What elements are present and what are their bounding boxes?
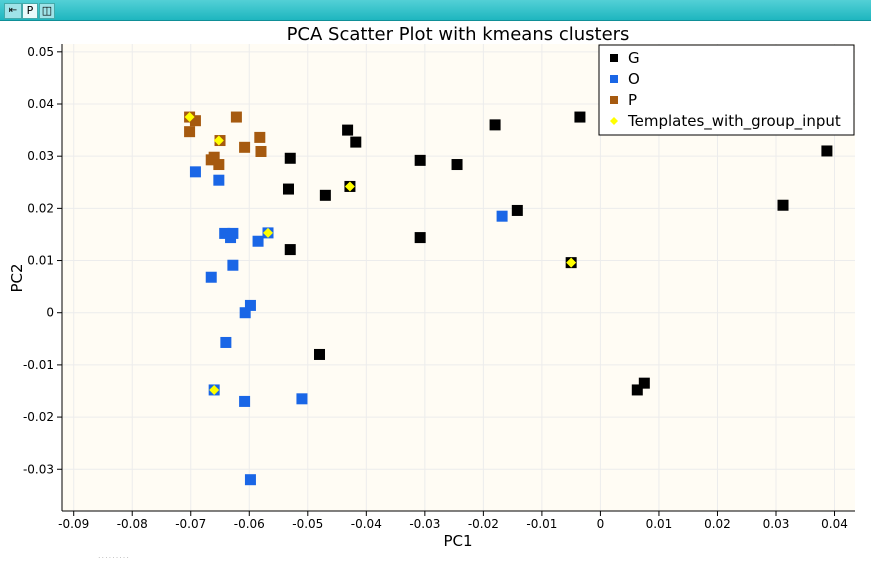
legend-marker	[610, 54, 618, 62]
y-tick-label: -0.01	[23, 358, 54, 372]
data-point	[244, 474, 256, 486]
data-point	[414, 154, 426, 166]
data-point	[213, 159, 225, 171]
data-point	[239, 395, 251, 407]
data-point	[414, 232, 426, 244]
legend-label: P	[628, 91, 637, 109]
x-tick-label: -0.07	[175, 517, 206, 531]
data-point	[496, 210, 508, 222]
data-point	[511, 204, 523, 216]
legend-marker	[610, 96, 618, 104]
data-point	[208, 151, 220, 163]
x-tick-label: -0.01	[526, 517, 557, 531]
legend-label: O	[628, 70, 640, 88]
y-tick-label: -0.02	[23, 410, 54, 424]
x-axis-label: PC1	[443, 532, 472, 550]
split-view-button[interactable]: ◫	[39, 3, 55, 19]
data-point	[777, 199, 789, 211]
x-tick-label: -0.03	[409, 517, 440, 531]
x-tick-label: -0.09	[58, 517, 89, 531]
x-tick-label: -0.06	[234, 517, 265, 531]
data-point	[184, 126, 196, 138]
y-axis-label: PC2	[8, 263, 26, 292]
legend-label: G	[628, 49, 640, 67]
legend-marker	[610, 117, 618, 125]
window-toolbar: ⇤ P ◫	[0, 0, 871, 21]
legend-box	[598, 44, 855, 136]
y-tick-label: 0.01	[27, 254, 54, 268]
data-point	[252, 235, 264, 247]
y-tick-label: 0.05	[27, 45, 54, 59]
y-tick-label: 0.03	[27, 149, 54, 163]
legend[interactable]: GOP Templates_with_group_input	[598, 44, 855, 136]
data-point	[638, 377, 650, 389]
data-point	[350, 136, 362, 148]
data-point	[342, 124, 354, 136]
data-point	[227, 259, 239, 271]
split-view-icon: ◫	[41, 4, 53, 17]
x-tick-label: 0.01	[646, 517, 673, 531]
data-point	[244, 299, 256, 311]
data-point	[451, 159, 463, 171]
resize-handle[interactable]: .........	[98, 551, 130, 560]
data-point	[314, 348, 326, 360]
data-point	[284, 152, 296, 164]
x-tick-label: 0.04	[821, 517, 848, 531]
data-point	[296, 393, 308, 405]
x-tick-label: 0.03	[763, 517, 790, 531]
template-point	[209, 384, 220, 395]
x-tick-label: 0.02	[704, 517, 731, 531]
y-tick-label: -0.03	[23, 462, 54, 476]
data-point	[631, 384, 643, 396]
tab-p[interactable]: P	[22, 3, 38, 19]
data-point	[227, 227, 239, 239]
x-tick-label: 0	[597, 517, 605, 531]
data-point	[220, 336, 232, 348]
template-point	[213, 135, 224, 146]
data-point	[189, 166, 201, 178]
data-point	[219, 227, 231, 239]
data-point	[254, 131, 266, 143]
data-point	[205, 271, 217, 283]
y-tick-label: 0.02	[27, 201, 54, 215]
back-button[interactable]: ⇤	[4, 3, 22, 19]
data-point	[821, 145, 833, 157]
template-point	[263, 227, 274, 238]
x-tick-label: -0.05	[292, 517, 323, 531]
scatter-chart: -0.09 -0.08 -0.07 -0.06 -0.05 -0.04 -0.03 -0.02…	[8, 24, 855, 550]
data-point	[574, 111, 586, 123]
template-point	[344, 181, 355, 192]
data-point	[489, 119, 501, 131]
data-point	[230, 111, 242, 123]
x-tick-label: -0.02	[468, 517, 499, 531]
y-tick-label: 0.04	[27, 97, 54, 111]
data-point	[239, 307, 251, 319]
legend-label: Templates_with_group_input	[627, 112, 841, 131]
data-point	[189, 115, 201, 127]
data-point	[213, 174, 225, 186]
data-point	[239, 141, 251, 153]
y-tick-label: 0	[46, 306, 54, 320]
x-tick-label: -0.04	[351, 517, 382, 531]
legend-marker	[610, 75, 618, 83]
data-point	[284, 244, 296, 256]
x-tick-label: -0.08	[117, 517, 148, 531]
template-point	[566, 257, 577, 268]
series-templates-with-group-input	[184, 112, 577, 395]
left-arrow-icon: ⇤	[8, 5, 18, 16]
data-point	[255, 145, 267, 157]
chart-title: PCA Scatter Plot with kmeans clusters	[287, 24, 630, 45]
axes: -0.09 -0.08 -0.07 -0.06 -0.05 -0.04 -0.03 -0.02…	[23, 44, 855, 531]
data-point	[282, 183, 294, 195]
template-point	[184, 112, 195, 123]
data-points	[184, 111, 833, 486]
data-point	[319, 189, 331, 201]
